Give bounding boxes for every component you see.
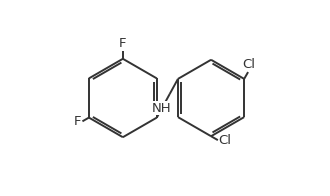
- Text: F: F: [119, 37, 127, 50]
- Text: F: F: [74, 115, 82, 128]
- Text: Cl: Cl: [242, 58, 255, 71]
- Text: NH: NH: [152, 102, 172, 115]
- Text: Cl: Cl: [219, 134, 232, 147]
